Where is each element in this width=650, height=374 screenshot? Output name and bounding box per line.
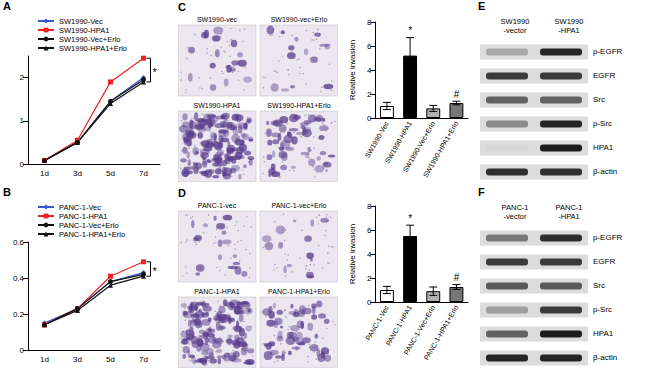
svg-text:3d: 3d: [73, 169, 82, 178]
svg-text:p-Src: p-Src: [593, 119, 612, 128]
svg-text:β-actin: β-actin: [593, 353, 617, 362]
svg-text:2: 2: [367, 274, 372, 283]
svg-text:PANC-1-Vec+Erlo: PANC-1-Vec+Erlo: [59, 221, 119, 230]
svg-text:SW1990-Vec: SW1990-Vec: [364, 120, 391, 159]
svg-text:0: 0: [367, 114, 372, 123]
svg-text:PANC-1-Vec: PANC-1-Vec: [59, 203, 101, 212]
svg-text:SW1990-Vec+Erlo: SW1990-Vec+Erlo: [59, 35, 121, 44]
svg-text:SW1990: SW1990: [501, 17, 530, 26]
svg-text:3d: 3d: [73, 355, 82, 364]
html-text:E: E: [478, 0, 486, 12]
svg-text:*: *: [408, 213, 412, 224]
svg-text:PANC-1-HPA1: PANC-1-HPA1: [384, 304, 414, 347]
svg-text:PANC-1-Vec+Erlo: PANC-1-Vec+Erlo: [402, 304, 437, 356]
svg-text:PANC-1-HPA1: PANC-1-HPA1: [194, 288, 239, 295]
svg-text:*: *: [153, 265, 158, 277]
svg-text:PANC-1: PANC-1: [556, 203, 583, 212]
svg-text:4: 4: [367, 250, 372, 259]
svg-text:2: 2: [367, 90, 372, 99]
svg-text:7d: 7d: [139, 355, 148, 364]
svg-text:-HPA1: -HPA1: [558, 212, 580, 221]
svg-text:2: 2: [20, 73, 25, 82]
svg-text:p-Src: p-Src: [593, 305, 612, 314]
svg-text:Relative invasion: Relative invasion: [348, 224, 357, 284]
svg-text:8: 8: [367, 18, 372, 27]
svg-text:SW1990-vec+Erlo: SW1990-vec+Erlo: [271, 16, 328, 23]
svg-text:Src: Src: [593, 95, 605, 104]
svg-text:PANC-1-vec+Erlo: PANC-1-vec+Erlo: [272, 202, 327, 209]
svg-text:6: 6: [367, 42, 372, 51]
svg-text:*: *: [153, 66, 158, 78]
svg-text:SW1990-HPA1+Erlo: SW1990-HPA1+Erlo: [422, 120, 460, 178]
svg-text:0: 0: [367, 298, 372, 307]
html-text:B: B: [3, 186, 11, 198]
svg-text:1d: 1d: [40, 169, 49, 178]
svg-text:-HPA1: -HPA1: [558, 26, 580, 35]
svg-text:7d: 7d: [139, 169, 148, 178]
svg-text:4: 4: [367, 66, 372, 75]
svg-text:Src: Src: [593, 281, 605, 290]
svg-text:SW1990: SW1990: [555, 17, 584, 26]
svg-text:5d: 5d: [106, 355, 115, 364]
svg-text:HPA1: HPA1: [593, 143, 614, 152]
svg-text:SW1990-HPA1: SW1990-HPA1: [59, 26, 109, 35]
svg-text:SW1990-vec: SW1990-vec: [197, 16, 238, 23]
svg-text:HPA1: HPA1: [593, 329, 614, 338]
html-text:D: D: [178, 187, 186, 199]
svg-text:#: #: [454, 89, 460, 100]
svg-text:6: 6: [367, 226, 372, 235]
svg-text:0: 0: [20, 346, 25, 355]
svg-text:PANC-1-HPA1+Erlo: PANC-1-HPA1+Erlo: [59, 230, 125, 239]
html-text:F: F: [478, 186, 485, 198]
svg-text:SW1990-HPA1+Erlo: SW1990-HPA1+Erlo: [59, 44, 127, 53]
svg-text:SW1990-Vec: SW1990-Vec: [59, 17, 103, 26]
svg-text:EGFR: EGFR: [593, 71, 615, 80]
svg-text:PANC-1: PANC-1: [502, 203, 529, 212]
svg-text:SW1990-Vec+Erlo: SW1990-Vec+Erlo: [401, 120, 437, 174]
svg-text:0.2: 0.2: [13, 310, 25, 319]
svg-text:PANC-1-Vec: PANC-1-Vec: [364, 304, 390, 342]
svg-text:*: *: [408, 25, 412, 36]
svg-text:EGFR: EGFR: [593, 257, 615, 266]
svg-text:-vector: -vector: [504, 26, 527, 35]
svg-text:1: 1: [20, 116, 25, 125]
svg-text:0.4: 0.4: [13, 274, 25, 283]
svg-text:1d: 1d: [40, 355, 49, 364]
svg-text:-vector: -vector: [504, 212, 527, 221]
svg-text:SW1990-HPA1+Erlo: SW1990-HPA1+Erlo: [267, 102, 331, 109]
svg-text:SW1990-HPA1: SW1990-HPA1: [194, 102, 241, 109]
svg-text:5d: 5d: [106, 169, 115, 178]
svg-text:8: 8: [367, 202, 372, 211]
svg-text:0.6: 0.6: [13, 238, 25, 247]
html-text:A: A: [3, 0, 11, 12]
svg-text:0: 0: [20, 160, 25, 169]
svg-text:PANC-1-HPA1+Erlo: PANC-1-HPA1+Erlo: [423, 304, 460, 361]
svg-text:PANC-1-vec: PANC-1-vec: [198, 202, 237, 209]
svg-text:#: #: [454, 272, 460, 283]
svg-text:PANC-1-HPA1: PANC-1-HPA1: [59, 212, 107, 221]
svg-text:p-EGFR: p-EGFR: [593, 47, 623, 56]
html-text:C: C: [178, 1, 186, 13]
svg-text:β-actin: β-actin: [593, 167, 617, 176]
svg-text:SW1990-HPA1: SW1990-HPA1: [383, 120, 414, 165]
svg-text:Relative invasion: Relative invasion: [348, 40, 357, 100]
svg-text:p-EGFR: p-EGFR: [593, 233, 623, 242]
svg-text:PANC-1-HPA1+Erlo: PANC-1-HPA1+Erlo: [268, 288, 330, 295]
